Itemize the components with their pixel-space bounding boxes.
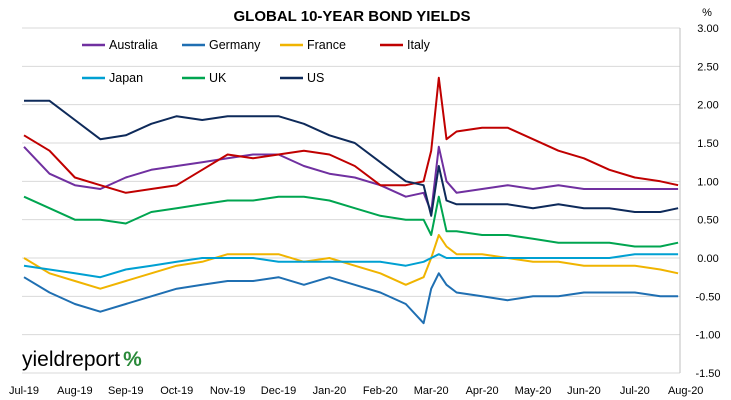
x-tick-label: Jul-20 — [620, 385, 650, 397]
y-tick-label: 2.50 — [697, 61, 718, 73]
y-tick-label: -1.50 — [695, 368, 720, 380]
x-tick-label: Oct-19 — [160, 385, 193, 397]
yieldreport-logo: yieldreport% — [22, 348, 142, 371]
chart-title: GLOBAL 10-YEAR BOND YIELDS — [234, 8, 471, 25]
x-tick-label: Nov-19 — [210, 385, 245, 397]
x-tick-label: Apr-20 — [466, 385, 499, 397]
x-tick-label: Dec-19 — [261, 385, 296, 397]
legend-label-australia: Australia — [109, 38, 158, 52]
logo-percent-icon: % — [123, 348, 142, 371]
logo-text: yieldreport — [22, 348, 120, 371]
y-tick-label: 0.50 — [697, 215, 718, 227]
legend: Australia Germany France Italy Japan UK US — [82, 38, 431, 85]
x-tick-label: Sep-19 — [108, 385, 143, 397]
y-tick-label: 1.00 — [697, 176, 718, 188]
y-tick-label: 1.50 — [697, 138, 718, 150]
series-line-germany — [23, 272, 679, 325]
series-line-us — [24, 99, 679, 217]
x-tick-label: Mar-20 — [414, 385, 449, 397]
y-tick-label: -1.00 — [695, 330, 720, 342]
x-tick-label: Jan-20 — [313, 385, 347, 397]
series-line-france — [23, 234, 679, 290]
x-tick-label: Jul-19 — [9, 385, 39, 397]
legend-label-germany: Germany — [209, 38, 261, 52]
legend-label-france: France — [307, 38, 346, 52]
x-tick-label: Aug-19 — [57, 385, 92, 397]
series-line-australia — [23, 145, 679, 213]
logo-wordmark: yieldreport% — [22, 348, 142, 371]
series-lines — [23, 76, 679, 325]
x-tick-label: Feb-20 — [363, 385, 398, 397]
y-axis-unit-label: % — [702, 7, 712, 19]
legend-label-uk: UK — [209, 71, 227, 85]
legend-label-us: US — [307, 71, 324, 85]
series-line-italy — [23, 76, 679, 194]
x-tick-label: Jun-20 — [567, 385, 601, 397]
series-line-uk — [23, 195, 679, 248]
gridlines — [22, 27, 681, 374]
legend-label-italy: Italy — [407, 38, 431, 52]
legend-label-japan: Japan — [109, 71, 143, 85]
y-tick-label: -0.50 — [695, 291, 720, 303]
y-tick-label: 2.00 — [697, 100, 718, 112]
series-line-japan — [23, 253, 679, 279]
y-tick-label: 3.00 — [697, 23, 718, 35]
x-axis-ticks: Jul-19 Aug-19 Sep-19 Oct-19 Nov-19 Dec-19 Jan-… — [9, 385, 703, 397]
x-tick-label: May-20 — [515, 385, 552, 397]
y-tick-label: 0.00 — [697, 253, 718, 265]
y-axis-ticks: 3.00 2.50 2.00 1.50 1.00 0.50 0.00 -0.50 -1.00 -1… — [695, 23, 720, 380]
x-tick-label: Aug-20 — [668, 385, 703, 397]
